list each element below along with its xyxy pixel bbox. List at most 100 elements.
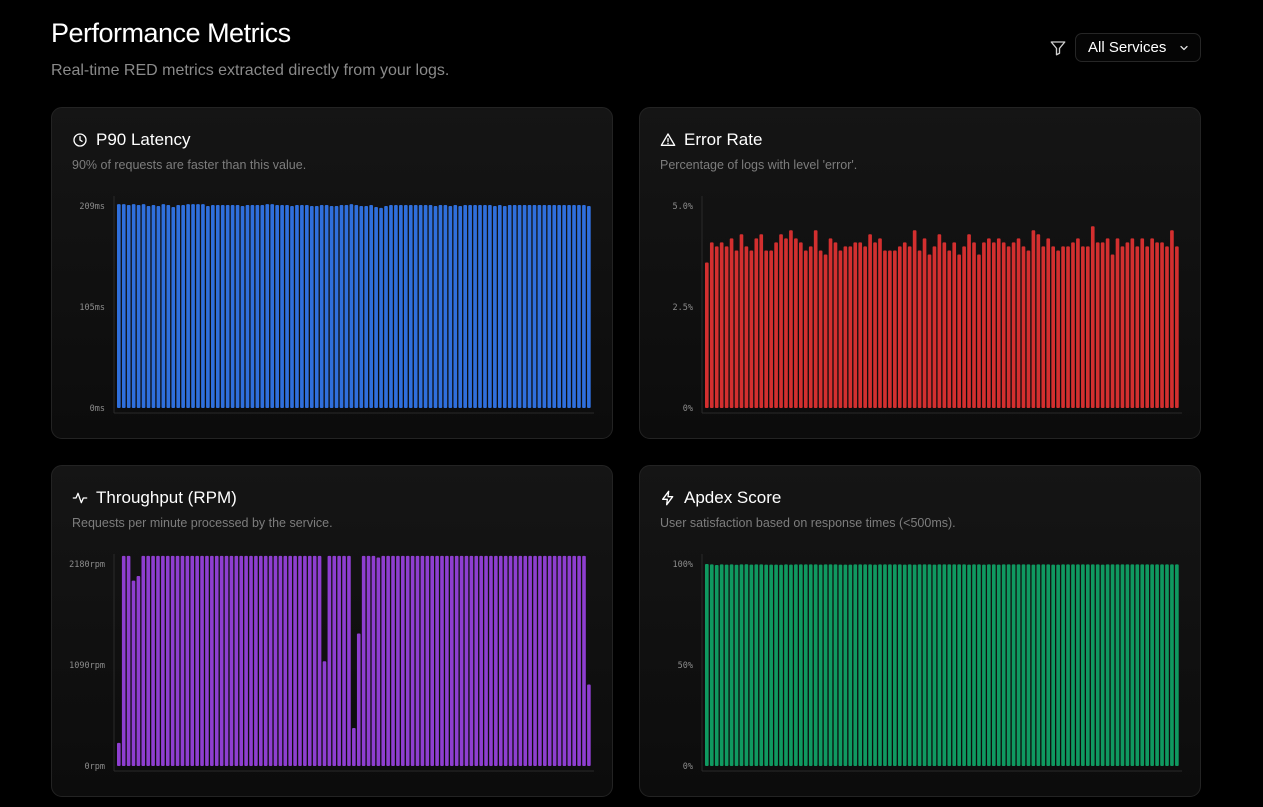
chart-bar[interactable] bbox=[489, 555, 493, 766]
chart-bar[interactable] bbox=[268, 555, 273, 766]
chart-bar[interactable] bbox=[1130, 238, 1135, 408]
chart-bar[interactable] bbox=[366, 555, 371, 766]
chart-bar[interactable] bbox=[1150, 238, 1154, 408]
chart-bar[interactable] bbox=[937, 234, 942, 408]
chart-bar[interactable] bbox=[893, 250, 897, 408]
chart-bar[interactable] bbox=[201, 204, 205, 408]
chart-bar[interactable] bbox=[764, 250, 769, 408]
chart-bar[interactable] bbox=[572, 205, 576, 408]
chart-bar[interactable] bbox=[853, 242, 858, 408]
chart-bar[interactable] bbox=[1076, 564, 1080, 766]
chart-bar[interactable] bbox=[415, 555, 420, 766]
chart-bar[interactable] bbox=[1150, 564, 1154, 766]
chart-bar[interactable] bbox=[779, 234, 783, 408]
chart-bar[interactable] bbox=[126, 555, 131, 766]
chart-bar[interactable] bbox=[833, 564, 838, 766]
chart-bar[interactable] bbox=[1071, 564, 1075, 766]
chart-bar[interactable] bbox=[403, 205, 408, 408]
chart-bar[interactable] bbox=[769, 564, 773, 766]
chart-bar[interactable] bbox=[843, 564, 848, 766]
chart-bar[interactable] bbox=[813, 230, 818, 408]
chart-bar[interactable] bbox=[1031, 230, 1036, 408]
chart-bar[interactable] bbox=[1135, 564, 1140, 766]
chart-bar[interactable] bbox=[1125, 242, 1130, 408]
chart-bar[interactable] bbox=[888, 564, 892, 766]
chart-bar[interactable] bbox=[344, 205, 349, 408]
chart-bar[interactable] bbox=[518, 555, 523, 766]
chart-bar[interactable] bbox=[196, 204, 200, 408]
chart-bar[interactable] bbox=[1011, 242, 1016, 408]
chart-bar[interactable] bbox=[401, 555, 405, 766]
chart-bar[interactable] bbox=[175, 555, 180, 766]
chart-bar[interactable] bbox=[902, 242, 907, 408]
filter-icon[interactable] bbox=[1049, 39, 1067, 57]
chart-bar[interactable] bbox=[907, 564, 912, 766]
chart-bar[interactable] bbox=[337, 555, 341, 766]
chart-bar[interactable] bbox=[329, 206, 334, 408]
chart-bar[interactable] bbox=[469, 555, 474, 766]
chart-bar[interactable] bbox=[513, 555, 518, 766]
chart-bar[interactable] bbox=[828, 564, 833, 766]
chart-bar[interactable] bbox=[508, 555, 513, 766]
chart-bar[interactable] bbox=[537, 205, 542, 408]
chart-bar[interactable] bbox=[379, 207, 383, 408]
chart-bar[interactable] bbox=[962, 246, 966, 408]
chart-bar[interactable] bbox=[1066, 246, 1070, 408]
chart-bar[interactable] bbox=[473, 205, 477, 408]
chart-bar[interactable] bbox=[1085, 246, 1090, 408]
chart-bar[interactable] bbox=[739, 234, 744, 408]
chart-bar[interactable] bbox=[413, 205, 418, 408]
chart-bar[interactable] bbox=[967, 564, 971, 766]
chart-bar[interactable] bbox=[739, 564, 744, 766]
chart-bar[interactable] bbox=[408, 205, 413, 408]
chart-bar[interactable] bbox=[303, 555, 307, 766]
chart-bar[interactable] bbox=[1001, 564, 1006, 766]
chart-bar[interactable] bbox=[972, 564, 976, 766]
chart-bar[interactable] bbox=[552, 205, 557, 408]
chart-bar[interactable] bbox=[136, 576, 141, 766]
chart-bar[interactable] bbox=[942, 242, 947, 408]
chart-bar[interactable] bbox=[285, 205, 289, 408]
chart-bar[interactable] bbox=[260, 205, 265, 408]
chart-bar[interactable] bbox=[714, 246, 719, 408]
chart-bar[interactable] bbox=[991, 242, 996, 408]
chart-bar[interactable] bbox=[1105, 238, 1110, 408]
chart-bar[interactable] bbox=[463, 205, 467, 408]
chart-bar[interactable] bbox=[448, 206, 453, 408]
chart-bar[interactable] bbox=[235, 205, 240, 408]
chart-bar[interactable] bbox=[907, 246, 912, 408]
chart-bar[interactable] bbox=[587, 206, 591, 408]
chart-bar[interactable] bbox=[577, 205, 581, 408]
chart-bar[interactable] bbox=[952, 564, 957, 766]
chart-bar[interactable] bbox=[283, 555, 288, 766]
chart-bar[interactable] bbox=[1081, 246, 1085, 408]
chart-bar[interactable] bbox=[468, 205, 472, 408]
chart-bar[interactable] bbox=[141, 555, 146, 766]
chart-bar[interactable] bbox=[1135, 246, 1140, 408]
chart-bar[interactable] bbox=[151, 555, 155, 766]
chart-bar[interactable] bbox=[779, 564, 783, 766]
chart-bar[interactable] bbox=[443, 205, 448, 408]
chart-bar[interactable] bbox=[1160, 564, 1164, 766]
chart-bar[interactable] bbox=[1155, 564, 1159, 766]
chart-bar[interactable] bbox=[523, 555, 528, 766]
chart-bar[interactable] bbox=[349, 204, 354, 408]
chart-bar[interactable] bbox=[255, 205, 260, 408]
chart-bar[interactable] bbox=[458, 206, 463, 408]
chart-bar[interactable] bbox=[729, 564, 734, 766]
chart-bar[interactable] bbox=[957, 564, 961, 766]
chart-bar[interactable] bbox=[582, 555, 586, 766]
chart-bar[interactable] bbox=[374, 206, 378, 408]
chart-bar[interactable] bbox=[219, 555, 224, 766]
chart-bar[interactable] bbox=[1125, 564, 1130, 766]
chart-bar[interactable] bbox=[567, 205, 571, 408]
chart-bar[interactable] bbox=[483, 205, 487, 408]
chart-bar[interactable] bbox=[359, 206, 364, 408]
chart-bar[interactable] bbox=[883, 564, 887, 766]
chart-bar[interactable] bbox=[166, 205, 171, 408]
chart-bar[interactable] bbox=[146, 206, 151, 408]
chart-bar[interactable] bbox=[420, 555, 425, 766]
chart-bar[interactable] bbox=[131, 580, 136, 766]
chart-bar[interactable] bbox=[161, 555, 165, 766]
chart-bar[interactable] bbox=[547, 555, 552, 766]
